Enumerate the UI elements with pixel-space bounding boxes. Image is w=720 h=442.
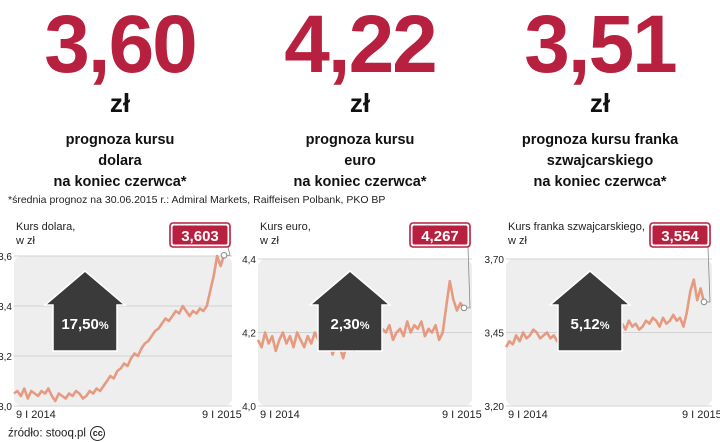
eur-y-tick-label: 4,4 xyxy=(242,255,256,266)
chf-change-arrow-icon xyxy=(547,270,633,352)
usd-desc-line: prognoza kursu xyxy=(65,132,175,148)
eur-y-tick-label: 4,0 xyxy=(242,402,256,413)
chf-forecast-value: 3,51 xyxy=(524,0,678,90)
usd-x-tick-label: 9 I 2015 xyxy=(202,409,242,421)
eur-forecast-unit: zł xyxy=(349,88,371,118)
chf-forecast-description: prognoza kursu franka szwajcarskiego na … xyxy=(480,130,720,193)
chf-chart-title-line: Kurs franka szwajcarskiego, xyxy=(508,221,645,233)
usd-chart-title: Kurs dolara, w zł xyxy=(15,221,75,247)
usd-change-number: 17,50 xyxy=(61,316,99,333)
chf-last-value-badge xyxy=(652,225,708,245)
eur-chart-title-line: Kurs euro, xyxy=(260,221,311,233)
usd-change-arrow-icon xyxy=(42,270,128,352)
usd-chart-title-line: Kurs dolara, xyxy=(16,221,75,233)
usd-forecast-unit: zł xyxy=(109,88,131,118)
usd-forecast-description: prognoza kursu dolara na koniec czerwca* xyxy=(0,130,240,193)
usd-last-value: 3,603 xyxy=(181,228,219,245)
usd-last-value-badge xyxy=(172,225,228,245)
chf-last-point-marker xyxy=(700,298,708,306)
usd-forecast-value: 3,60 xyxy=(44,0,198,90)
eur-last-value: 4,267 xyxy=(421,228,459,245)
eur-x-tick-label: 9 I 2015 xyxy=(442,409,482,421)
chf-change-unit: % xyxy=(600,320,610,332)
chf-y-tick-label: 3,20 xyxy=(485,402,505,413)
chf-desc-line: prognoza kursu franka xyxy=(521,132,679,148)
usd-y-tick-label: 3,0 xyxy=(0,402,12,413)
chf-chart-title-line: w zł xyxy=(507,235,528,247)
usd-y-tick-label: 3,4 xyxy=(0,302,12,313)
eur-last-value-badge xyxy=(412,225,468,245)
chf-change-value: 5,12% xyxy=(571,316,610,333)
usd-rate-chart: 3,0 3,2 3,4 3,6 9 I 2014 9 I 2015 Kurs dolara,… xyxy=(0,221,242,421)
eur-change-number: 2,30 xyxy=(331,316,360,333)
eur-change-arrow-icon xyxy=(307,270,393,352)
usd-change-unit: % xyxy=(99,320,109,332)
usd-plot-area xyxy=(14,256,232,406)
usd-y-tick-label: 3,2 xyxy=(0,352,12,363)
eur-desc-line: prognoza kursu xyxy=(305,132,415,148)
eur-desc-line: euro xyxy=(344,153,376,169)
eur-y-tick-label: 4,2 xyxy=(242,329,256,340)
chf-y-tick-label: 3,45 xyxy=(485,329,505,340)
usd-x-tick-label: 9 I 2014 xyxy=(16,409,56,421)
cc-by-icon: cc xyxy=(90,426,106,441)
eur-desc-line: na koniec czerwca* xyxy=(293,174,427,190)
eur-change-unit: % xyxy=(360,320,370,332)
chf-x-tick-label: 9 I 2015 xyxy=(682,409,720,421)
usd-last-point-marker xyxy=(220,251,228,259)
usd-desc-line: dolara xyxy=(98,153,142,169)
eur-rate-chart: 4,0 4,2 4,4 9 I 2014 9 I 2015 Kurs euro, w zł 4… xyxy=(242,221,482,421)
chf-change-number: 5,12 xyxy=(571,316,600,333)
eur-chart-title-line: w zł xyxy=(259,235,280,247)
source-text: źródło: stooq.pl xyxy=(8,427,86,440)
forecast-footnote: *średnia prognoz na 30.06.2015 r.: Admir… xyxy=(8,194,386,206)
eur-change-value: 2,30% xyxy=(331,316,370,333)
usd-chart-title-line: w zł xyxy=(15,235,36,247)
chf-desc-line: szwajcarskiego xyxy=(546,153,654,169)
chf-x-tick-label: 9 I 2014 xyxy=(508,409,548,421)
chf-rate-chart: 3,20 3,45 3,70 9 I 2014 9 I 2015 Kurs franka … xyxy=(485,221,720,421)
chf-chart-title: Kurs franka szwajcarskiego, w zł xyxy=(507,221,645,247)
chf-y-tick-label: 3,70 xyxy=(485,255,505,266)
usd-y-tick-label: 3,6 xyxy=(0,252,12,263)
eur-forecast-description: prognoza kursu euro na koniec czerwca* xyxy=(240,130,480,193)
eur-forecast-value: 4,22 xyxy=(284,0,438,90)
source-line: źródło: stooq.pl cc xyxy=(8,426,106,441)
eur-last-point-marker xyxy=(460,304,468,312)
usd-desc-line: na koniec czerwca* xyxy=(53,174,187,190)
chf-desc-line: na koniec czerwca* xyxy=(533,174,667,190)
eur-x-tick-label: 9 I 2014 xyxy=(260,409,300,421)
chf-forecast-unit: zł xyxy=(589,88,611,118)
usd-change-value: 17,50% xyxy=(61,316,109,333)
eur-chart-title: Kurs euro, w zł xyxy=(259,221,311,247)
usd-rate-line xyxy=(13,254,226,403)
chf-last-value: 3,554 xyxy=(661,228,699,245)
